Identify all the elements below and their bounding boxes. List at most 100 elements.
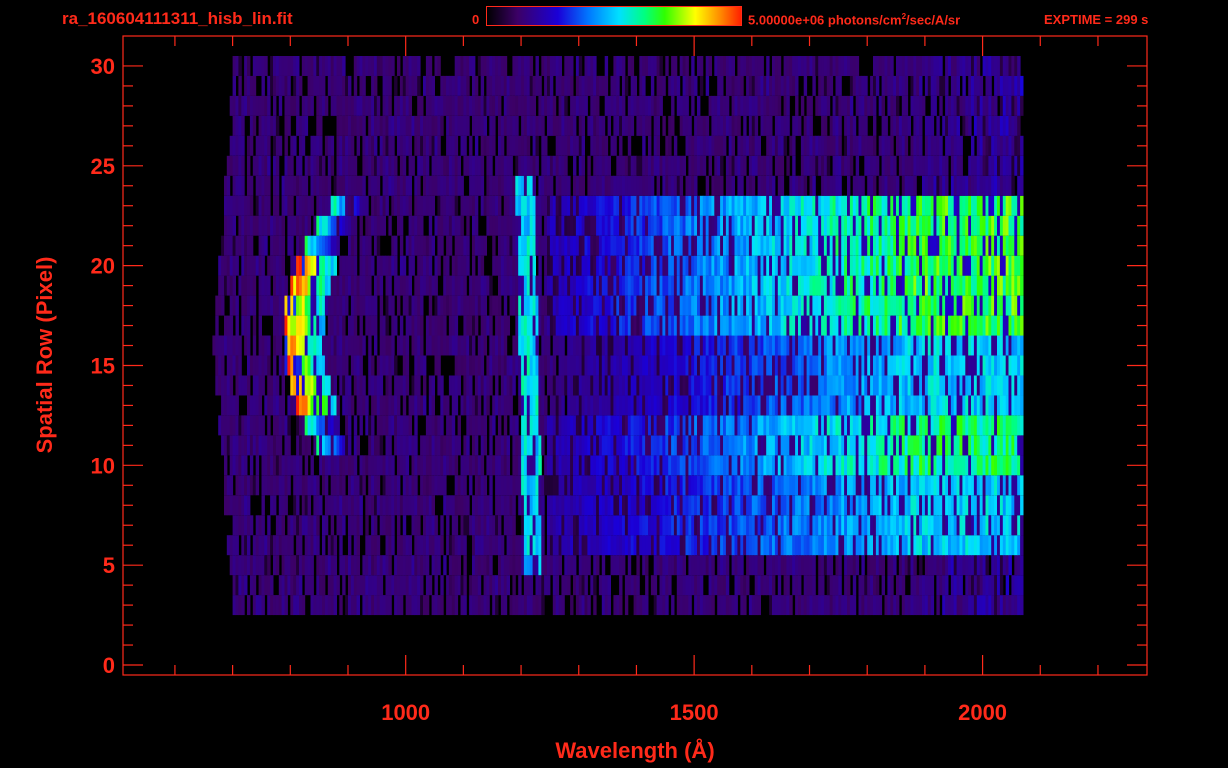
heatmap-cell bbox=[241, 475, 245, 496]
heatmap-cell bbox=[425, 255, 430, 276]
heatmap-cell bbox=[503, 315, 508, 336]
heatmap-cell bbox=[575, 535, 580, 556]
heatmap-cell bbox=[287, 295, 291, 316]
heatmap-cell bbox=[573, 395, 577, 416]
heatmap-cell bbox=[769, 295, 773, 316]
heatmap-cell bbox=[717, 335, 721, 356]
heatmap-cell bbox=[723, 595, 727, 616]
heatmap-cell bbox=[945, 415, 949, 436]
heatmap-cell bbox=[884, 235, 888, 256]
heatmap-cell bbox=[795, 555, 799, 576]
heatmap-cell bbox=[901, 515, 906, 536]
heatmap-cell bbox=[293, 475, 297, 496]
heatmap-cell bbox=[751, 315, 756, 336]
heatmap-cell bbox=[939, 455, 943, 476]
heatmap-cell bbox=[241, 535, 245, 556]
heatmap-cell bbox=[584, 435, 588, 456]
heatmap-cell bbox=[622, 255, 626, 276]
heatmap-cell bbox=[939, 355, 943, 376]
heatmap-cell bbox=[570, 275, 574, 296]
heatmap-cell bbox=[769, 435, 773, 456]
heatmap-cell bbox=[714, 395, 718, 416]
heatmap-cell bbox=[610, 475, 614, 496]
heatmap-cell bbox=[728, 395, 733, 416]
heatmap-cell bbox=[451, 335, 456, 356]
heatmap-cell bbox=[873, 395, 877, 416]
heatmap-cell bbox=[495, 215, 499, 236]
heatmap-cell bbox=[835, 355, 839, 376]
heatmap-cell bbox=[694, 315, 698, 336]
heatmap-cell bbox=[662, 235, 666, 256]
heatmap-cell bbox=[898, 335, 903, 356]
heatmap-cell bbox=[451, 595, 456, 616]
heatmap-cell bbox=[965, 375, 969, 396]
heatmap-cell bbox=[261, 575, 265, 596]
heatmap-cell bbox=[982, 455, 986, 476]
heatmap-cell bbox=[873, 435, 877, 456]
heatmap-cell bbox=[362, 375, 366, 396]
heatmap-cell bbox=[748, 535, 753, 556]
heatmap-cell bbox=[247, 495, 251, 516]
heatmap-cell bbox=[806, 535, 810, 556]
heatmap-cell bbox=[858, 495, 862, 516]
heatmap-cell bbox=[423, 375, 427, 396]
heatmap-cell bbox=[881, 315, 885, 336]
heatmap-cell bbox=[535, 535, 539, 556]
heatmap-cell bbox=[316, 595, 320, 616]
heatmap-cell bbox=[399, 455, 404, 476]
heatmap-cell bbox=[287, 435, 291, 456]
heatmap-cell bbox=[754, 215, 759, 236]
heatmap-cell bbox=[901, 355, 906, 376]
heatmap-cell bbox=[939, 435, 943, 456]
heatmap-cell bbox=[356, 395, 360, 416]
heatmap-cell bbox=[330, 535, 335, 556]
heatmap-cell bbox=[397, 515, 401, 536]
heatmap-cell bbox=[893, 415, 897, 436]
heatmap-cell bbox=[864, 395, 868, 416]
heatmap-cell bbox=[443, 395, 447, 416]
heatmap-cell bbox=[800, 415, 805, 436]
heatmap-cell bbox=[942, 555, 946, 576]
heatmap-cell bbox=[218, 375, 222, 396]
heatmap-cell bbox=[299, 415, 303, 436]
heatmap-cell bbox=[362, 555, 366, 576]
heatmap-cell bbox=[402, 555, 407, 576]
heatmap-cell bbox=[633, 535, 637, 556]
heatmap-cell bbox=[642, 435, 646, 456]
heatmap-cell bbox=[881, 535, 885, 556]
heatmap-cell bbox=[662, 495, 666, 516]
heatmap-cell bbox=[997, 535, 1001, 556]
heatmap-cell bbox=[348, 315, 352, 336]
heatmap-cell bbox=[333, 335, 337, 356]
heatmap-cell bbox=[705, 395, 710, 416]
heatmap-cell bbox=[789, 315, 793, 336]
heatmap-cell bbox=[454, 215, 459, 236]
heatmap-cell bbox=[324, 435, 329, 456]
heatmap-cell bbox=[310, 255, 314, 276]
heatmap-cell bbox=[939, 575, 943, 596]
heatmap-cell bbox=[916, 315, 920, 336]
heatmap-cell bbox=[607, 595, 611, 616]
heatmap-cell bbox=[893, 275, 897, 296]
heatmap-cell bbox=[861, 595, 865, 616]
heatmap-cell bbox=[815, 295, 819, 316]
heatmap-cell bbox=[829, 475, 834, 496]
heatmap-cell bbox=[420, 215, 424, 236]
heatmap-cell bbox=[561, 255, 565, 276]
heatmap-cell bbox=[448, 275, 453, 296]
heatmap-cell bbox=[867, 395, 871, 416]
heatmap-cell bbox=[506, 375, 510, 396]
heatmap-cell bbox=[316, 355, 320, 376]
heatmap-cell bbox=[922, 355, 926, 376]
heatmap-cell bbox=[702, 455, 707, 476]
heatmap-cell bbox=[665, 315, 669, 336]
heatmap-cell bbox=[515, 235, 519, 256]
heatmap-cell bbox=[336, 235, 340, 256]
heatmap-cell bbox=[999, 235, 1004, 256]
heatmap-cell bbox=[425, 575, 430, 596]
heatmap-cell bbox=[619, 415, 623, 436]
heatmap-cell bbox=[376, 355, 381, 376]
heatmap-cell bbox=[789, 335, 793, 356]
heatmap-cell bbox=[924, 415, 929, 436]
heatmap-cell bbox=[538, 395, 542, 416]
